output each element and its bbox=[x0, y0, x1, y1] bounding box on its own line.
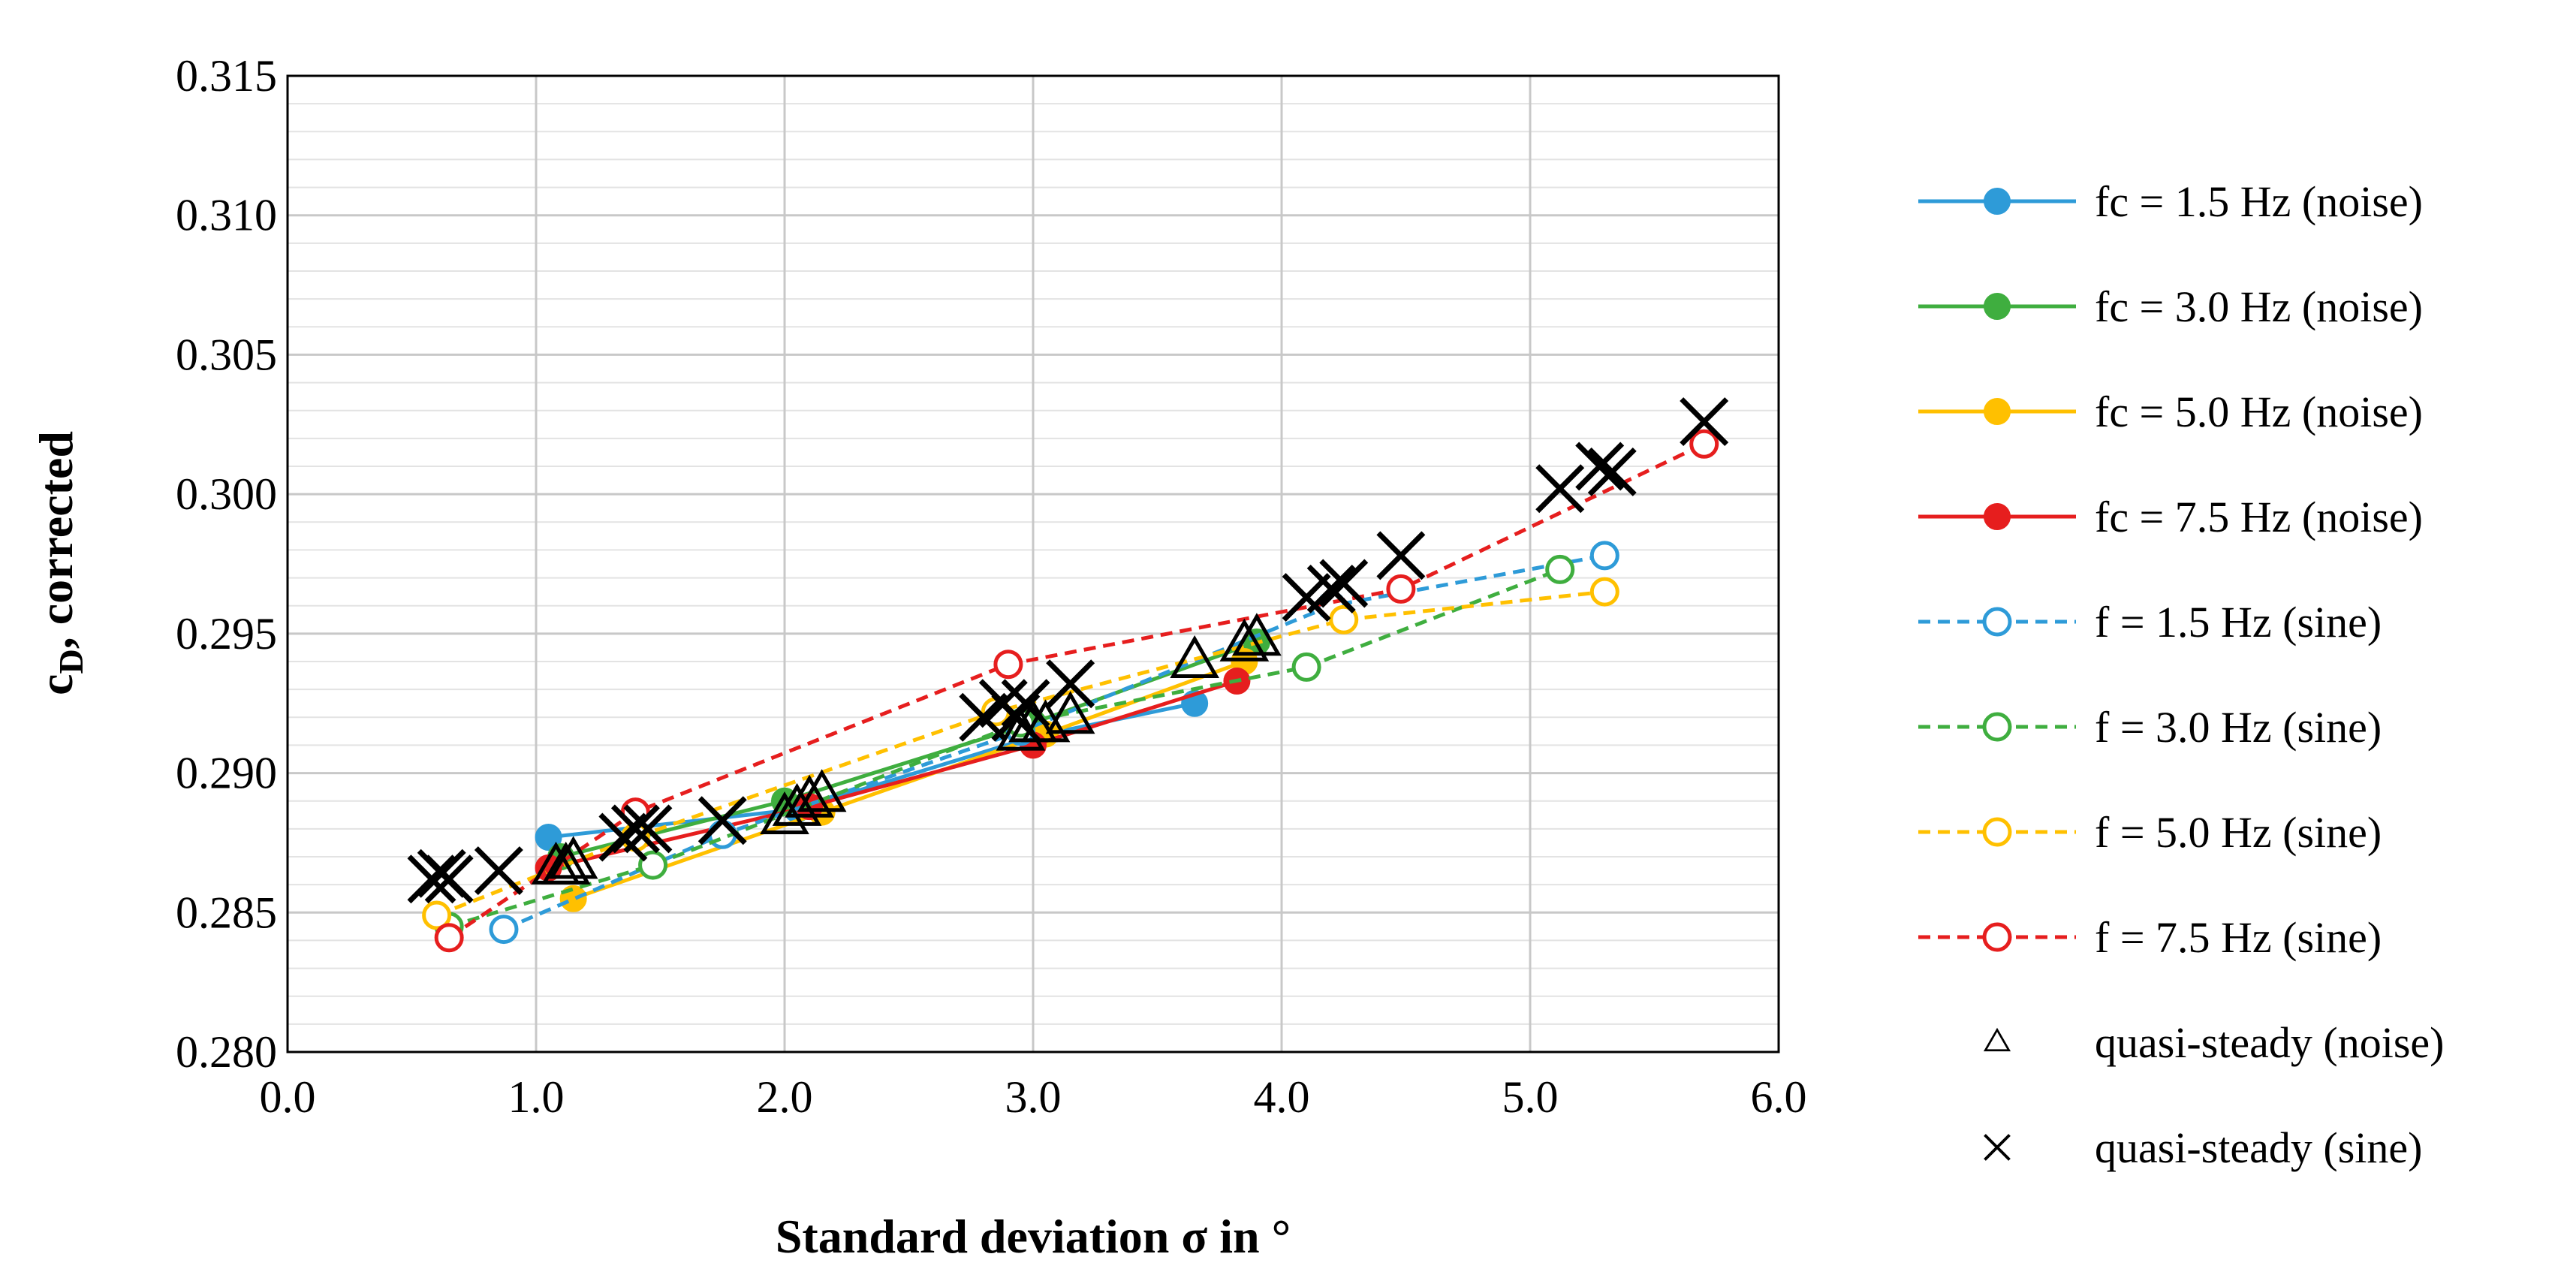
data-point bbox=[1575, 442, 1625, 491]
data-point bbox=[993, 650, 1023, 680]
data-point bbox=[1983, 1027, 2011, 1052]
legend-item: f = 1.5 Hz (sine) bbox=[1918, 598, 2382, 647]
y-axis-ticks: 0.280 0.285 0.290 0.295 0.300 0.305 0.310 0.315 bbox=[176, 51, 277, 1077]
legend-item: fc = 1.5 Hz (noise) bbox=[1918, 177, 2423, 226]
data-point bbox=[1219, 618, 1270, 662]
legend-item: fc = 3.0 Hz (noise) bbox=[1918, 282, 2423, 331]
x-tick-label: 4.0 bbox=[1254, 1072, 1310, 1122]
data-point bbox=[1984, 188, 2011, 215]
data-point bbox=[1984, 1134, 2011, 1161]
legend-label: fc = 5.0 Hz (noise) bbox=[2095, 387, 2423, 436]
y-tick-label: 0.285 bbox=[176, 888, 277, 937]
x-tick-label: 1.0 bbox=[508, 1072, 565, 1122]
data-point bbox=[1232, 613, 1282, 656]
series-7 bbox=[422, 577, 1619, 930]
x-tick-label: 3.0 bbox=[1005, 1072, 1062, 1122]
data-point bbox=[1001, 679, 1050, 728]
data-point bbox=[489, 915, 519, 945]
series-group bbox=[407, 397, 1729, 953]
data-point bbox=[1589, 577, 1619, 607]
data-point bbox=[1319, 559, 1369, 608]
y-tick-label: 0.315 bbox=[176, 51, 277, 101]
legend-label: f = 5.0 Hz (sine) bbox=[2095, 808, 2382, 857]
y-tick-label: 0.300 bbox=[176, 469, 277, 519]
data-point bbox=[1982, 922, 2012, 952]
data-point bbox=[474, 846, 523, 896]
data-point bbox=[1170, 634, 1219, 678]
data-point bbox=[548, 836, 598, 879]
data-point bbox=[1329, 604, 1359, 634]
data-point bbox=[991, 692, 1041, 742]
legend-label: f = 7.5 Hz (sine) bbox=[2095, 913, 2382, 962]
legend-label: fc = 7.5 Hz (noise) bbox=[2095, 493, 2423, 541]
data-point bbox=[1045, 691, 1095, 734]
x-tick-label: 0.0 bbox=[260, 1072, 316, 1122]
data-point bbox=[1587, 447, 1637, 496]
legend-item: f = 3.0 Hz (sine) bbox=[1918, 703, 2382, 752]
legend-item: f = 5.0 Hz (sine) bbox=[1918, 808, 2382, 857]
data-point bbox=[1984, 293, 2011, 320]
legend-label: fc = 3.0 Hz (noise) bbox=[2095, 282, 2423, 331]
data-point bbox=[1545, 554, 1575, 584]
data-point bbox=[1386, 574, 1416, 604]
y-tick-label: 0.295 bbox=[176, 609, 277, 659]
y-axis-title: cD, corrected bbox=[29, 431, 90, 695]
legend-item: fc = 5.0 Hz (noise) bbox=[1918, 387, 2423, 436]
legend-item: f = 7.5 Hz (sine) bbox=[1918, 913, 2382, 962]
plot-area-frame bbox=[286, 74, 1780, 1053]
y-axis-title-rest: , corrected bbox=[29, 431, 83, 649]
series-line bbox=[435, 589, 1605, 918]
legend-item: fc = 7.5 Hz (noise) bbox=[1918, 493, 2423, 541]
x-axis-ticks: 0.0 1.0 2.0 3.0 4.0 5.0 6.0 bbox=[260, 1072, 1807, 1122]
x-tick-label: 2.0 bbox=[757, 1072, 813, 1122]
data-point bbox=[785, 774, 834, 818]
data-point bbox=[1984, 398, 2011, 425]
data-point bbox=[797, 769, 847, 812]
data-point bbox=[1982, 817, 2012, 847]
series-line bbox=[547, 679, 1238, 870]
legend-label: quasi-steady (noise) bbox=[2095, 1018, 2444, 1067]
x-tick-label: 5.0 bbox=[1502, 1072, 1559, 1122]
data-point bbox=[407, 855, 456, 904]
legend: fc = 1.5 Hz (noise) fc = 3.0 Hz (noise) fc… bbox=[1918, 177, 2444, 1172]
legend-label: f = 3.0 Hz (sine) bbox=[2095, 703, 2382, 752]
data-point bbox=[424, 855, 474, 904]
series-8 bbox=[434, 429, 1719, 953]
series-10 bbox=[407, 397, 1729, 904]
y-tick-label: 0.305 bbox=[176, 330, 277, 379]
data-point bbox=[559, 885, 587, 912]
data-point bbox=[1535, 464, 1585, 514]
data-point bbox=[422, 900, 452, 930]
legend-label: f = 1.5 Hz (sine) bbox=[2095, 598, 2382, 647]
data-point bbox=[697, 796, 747, 845]
data-point bbox=[1680, 397, 1729, 447]
legend-item: quasi-steady (sine) bbox=[1984, 1123, 2422, 1172]
y-tick-label: 0.280 bbox=[176, 1027, 277, 1077]
legend-item: quasi-steady (noise) bbox=[1983, 1018, 2444, 1067]
data-point bbox=[1982, 712, 2012, 742]
data-point bbox=[1689, 429, 1719, 459]
x-axis-title: Standard deviation σ in ° bbox=[776, 1210, 1291, 1263]
x-tick-label: 6.0 bbox=[1751, 1072, 1807, 1122]
data-point bbox=[1046, 659, 1095, 709]
data-point bbox=[1376, 531, 1426, 580]
data-point bbox=[541, 841, 591, 885]
data-point bbox=[1306, 564, 1356, 613]
y-tick-label: 0.310 bbox=[176, 191, 277, 240]
data-point bbox=[1291, 652, 1321, 682]
data-point bbox=[772, 782, 822, 826]
series-2 bbox=[547, 628, 1270, 870]
legend-label: fc = 1.5 Hz (noise) bbox=[2095, 177, 2423, 226]
y-axis-title-subscript: D bbox=[52, 649, 90, 674]
data-point bbox=[623, 804, 673, 854]
data-point bbox=[434, 923, 464, 953]
data-point bbox=[1589, 541, 1619, 571]
data-point bbox=[1982, 607, 2012, 637]
data-point bbox=[1984, 503, 2011, 530]
data-point bbox=[610, 804, 660, 854]
y-tick-label: 0.290 bbox=[176, 749, 277, 798]
y-axis-title-main: c bbox=[29, 674, 83, 695]
legend-label: quasi-steady (sine) bbox=[2095, 1123, 2422, 1172]
